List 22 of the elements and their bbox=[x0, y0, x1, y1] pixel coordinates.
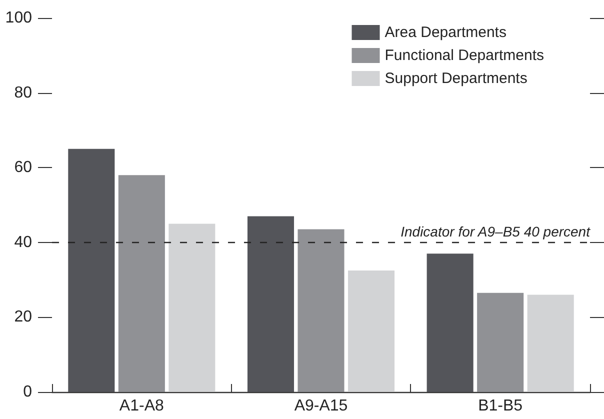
y-tick-label: 60 bbox=[14, 159, 32, 176]
x-tick-label: A9-A15 bbox=[294, 398, 348, 414]
y-tick-label: 40 bbox=[14, 234, 32, 251]
legend-label: Functional Departments bbox=[384, 47, 544, 64]
bar bbox=[348, 270, 395, 392]
legend-label: Support Departments bbox=[384, 70, 528, 87]
bar bbox=[426, 254, 474, 392]
bar bbox=[298, 229, 344, 392]
bar bbox=[247, 216, 294, 392]
bar bbox=[168, 224, 216, 392]
x-tick-label: A1-A8 bbox=[119, 398, 164, 414]
y-tick-label: 20 bbox=[14, 308, 32, 326]
ref-line-label: Indicator for A9–B5 40 percent bbox=[400, 223, 592, 240]
y-tick-label: 80 bbox=[14, 84, 32, 102]
bar bbox=[68, 148, 115, 392]
y-tick-label: 100 bbox=[5, 10, 32, 26]
bar bbox=[477, 292, 524, 392]
x-tick-label: B1-B5 bbox=[478, 398, 523, 414]
bar bbox=[118, 175, 165, 392]
y-tick-label: 0 bbox=[23, 384, 32, 400]
legend-label: Area Departments bbox=[384, 24, 506, 41]
bar bbox=[527, 294, 574, 392]
